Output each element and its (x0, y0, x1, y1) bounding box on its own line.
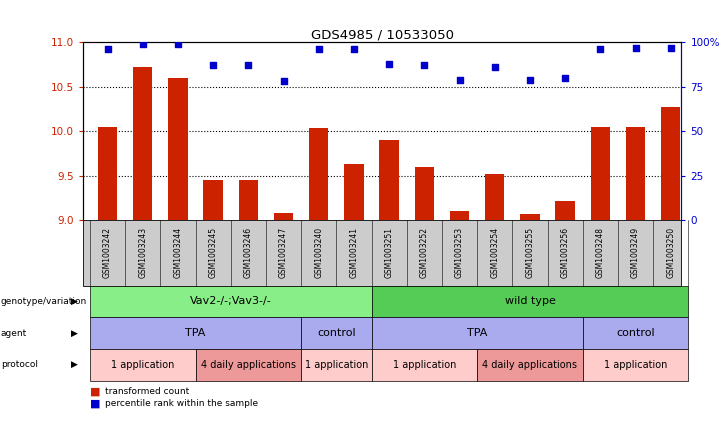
Text: GSM1003247: GSM1003247 (279, 227, 288, 278)
Point (559, 74, 571, 81)
Point (208, 62, 219, 69)
Point (242, 62, 254, 69)
Point (524, 76, 536, 83)
Text: GSM1003253: GSM1003253 (455, 227, 464, 278)
Text: ▶: ▶ (71, 360, 78, 369)
Bar (590, 127, 610, 220)
Text: 1 application: 1 application (393, 360, 456, 370)
Text: GSM1003254: GSM1003254 (490, 227, 499, 278)
Text: GSM1003249: GSM1003249 (631, 227, 640, 278)
Point (454, 76, 465, 83)
Bar (133, 67, 152, 220)
Text: protocol: protocol (1, 360, 37, 369)
Text: ■: ■ (90, 386, 101, 396)
Text: GSM1003250: GSM1003250 (666, 227, 676, 278)
Text: TPA: TPA (467, 328, 487, 338)
Bar (661, 107, 681, 220)
Point (665, 44, 676, 51)
Bar (239, 180, 258, 220)
Text: 4 daily applications: 4 daily applications (482, 360, 578, 370)
Text: GSM1003244: GSM1003244 (174, 227, 182, 278)
Bar (485, 174, 505, 220)
Point (137, 41, 149, 47)
Text: control: control (616, 328, 655, 338)
Bar (555, 201, 575, 220)
Bar (309, 129, 329, 220)
Point (348, 46, 360, 53)
Text: agent: agent (1, 329, 27, 338)
Point (102, 46, 113, 53)
Text: ▶: ▶ (71, 329, 78, 338)
Text: GSM1003242: GSM1003242 (103, 227, 112, 278)
Text: GSM1003243: GSM1003243 (138, 227, 147, 278)
Text: GSM1003245: GSM1003245 (208, 227, 218, 278)
Text: GSM1003240: GSM1003240 (314, 227, 323, 278)
Bar (450, 211, 469, 220)
Bar (168, 78, 187, 220)
Bar (274, 213, 293, 220)
Point (278, 78, 289, 85)
Text: genotype/variation: genotype/variation (1, 297, 87, 306)
Point (419, 62, 430, 69)
Bar (626, 127, 645, 220)
Point (630, 44, 642, 51)
Text: GSM1003252: GSM1003252 (420, 227, 429, 278)
Text: ▶: ▶ (71, 297, 78, 306)
Point (172, 41, 184, 47)
Bar (345, 164, 363, 220)
Point (313, 46, 324, 53)
Text: GSM1003248: GSM1003248 (596, 227, 605, 278)
Text: 1 application: 1 application (604, 360, 667, 370)
Point (384, 60, 395, 67)
Bar (415, 167, 434, 220)
Bar (98, 127, 118, 220)
Bar (379, 140, 399, 220)
Point (489, 64, 500, 71)
Text: ■: ■ (90, 399, 101, 409)
Text: GSM1003246: GSM1003246 (244, 227, 253, 278)
Text: 1 application: 1 application (305, 360, 368, 370)
Text: 4 daily applications: 4 daily applications (201, 360, 296, 370)
Text: GSM1003241: GSM1003241 (350, 227, 358, 278)
Text: GSM1003256: GSM1003256 (561, 227, 570, 278)
Title: GDS4985 / 10533050: GDS4985 / 10533050 (311, 28, 454, 41)
Text: transformed count: transformed count (105, 387, 189, 396)
Text: GSM1003251: GSM1003251 (385, 227, 394, 278)
Text: control: control (317, 328, 355, 338)
Text: Vav2-/-;Vav3-/-: Vav2-/-;Vav3-/- (190, 297, 272, 306)
Text: wild type: wild type (505, 297, 555, 306)
Text: TPA: TPA (185, 328, 205, 338)
Bar (521, 214, 539, 220)
Point (595, 46, 606, 53)
Text: percentile rank within the sample: percentile rank within the sample (105, 399, 257, 409)
Text: 1 application: 1 application (111, 360, 174, 370)
Text: GSM1003255: GSM1003255 (526, 227, 534, 278)
Bar (203, 180, 223, 220)
